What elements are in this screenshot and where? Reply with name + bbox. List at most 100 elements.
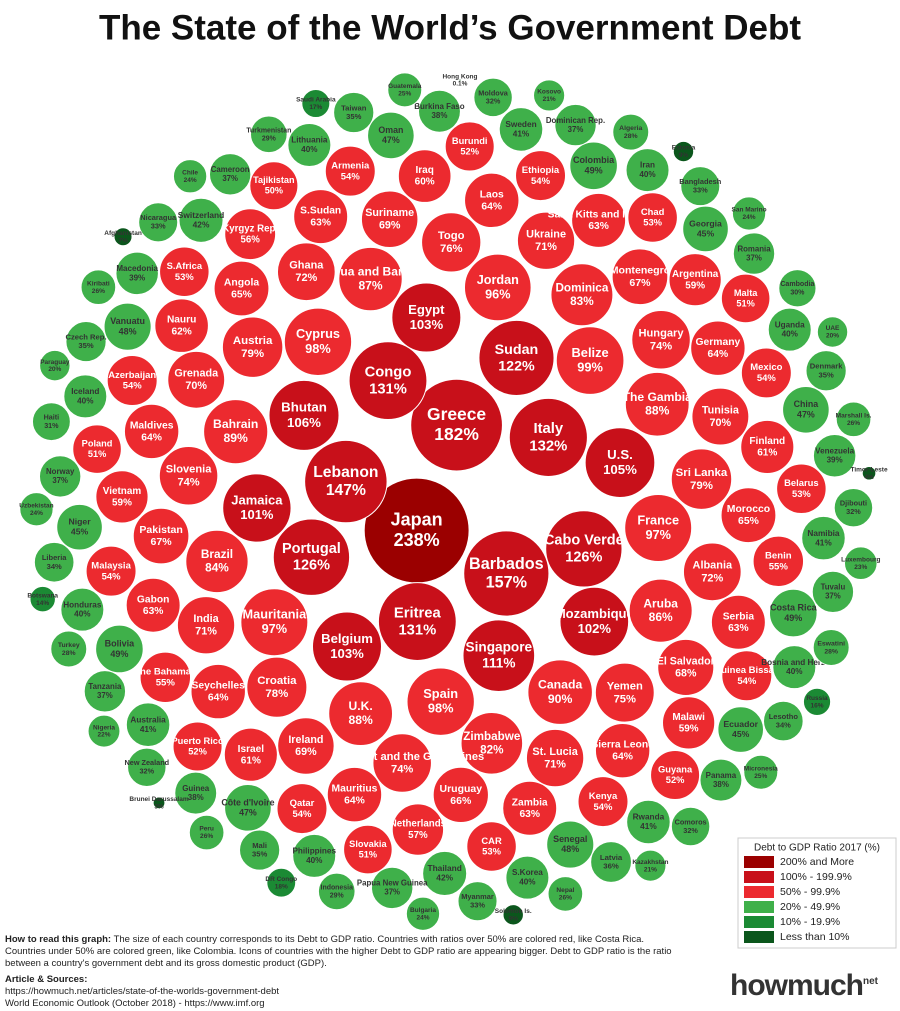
country-name: Switzerland [178,210,224,220]
country-value: 20% [826,333,839,340]
country-shape [377,582,457,661]
country-name: Pakistan [139,524,182,536]
country-name: Antigua and Barbuda [310,265,432,279]
country-value: 41% [815,538,832,547]
country-shape [113,227,133,247]
country-name: Bosnia and Herz. [761,658,827,667]
country-value: 64% [344,796,365,807]
country-value: 71% [544,758,566,770]
country-shape [326,766,383,823]
country-shape [569,141,618,191]
country-value: 52% [188,747,207,757]
country-value: 51% [359,850,377,860]
country-value: 37% [52,476,68,485]
country-value: 9% [679,152,689,159]
country-value: 52% [460,146,479,156]
country-name: Guyana [658,764,693,774]
country-name: Japan [391,509,443,529]
country-shape [776,463,827,515]
country-shape [65,320,107,363]
country-shape [740,347,792,399]
country-value: 26% [847,420,860,427]
country-name: Niger [68,517,91,527]
country-name: DR Congo [265,876,297,883]
country-shape [152,796,166,810]
country-value: 74% [391,764,413,776]
country-value: 71% [195,626,217,638]
legend-label: 100% - 199.9% [780,871,852,883]
country-name: Gabon [137,594,169,605]
country-value: 0.1% [453,81,468,88]
country-value: 25% [754,773,767,780]
country-shape [172,721,223,772]
country-shape [457,881,498,922]
country-shape [717,706,765,753]
country-shape [555,326,625,395]
country-name: Bangladesh [679,177,721,186]
country-shape [626,799,671,845]
country-shape [657,638,715,696]
legend-label: 10% - 19.9% [780,916,840,928]
country-name: Kazakhstan [632,859,668,866]
country-value: 3% [154,803,164,810]
country-name: Puerto Rico [171,736,223,746]
country-value: 103% [410,317,444,332]
country-shape [95,470,149,524]
country-value: 35% [818,370,833,379]
country-shape [812,433,857,478]
country-shape [222,473,292,543]
country-name: Kosovo [537,89,561,96]
country-shape [138,202,179,243]
country-name: Nicaragua [140,213,177,222]
country-value: 37% [746,253,762,262]
country-value: 41% [640,822,657,831]
country-shape [432,766,489,824]
country-value: 48% [561,844,579,854]
country-name: Armenia [331,160,370,171]
country-name: Costa Rica [770,603,818,613]
country-name: Australia [130,715,166,724]
country-shape [782,385,830,434]
country-value: 54% [102,571,122,582]
country-name: Belize [572,345,609,360]
country-value: 67% [629,277,651,289]
country-shape [333,91,375,134]
country-shape [292,833,337,878]
country-value: 59% [685,280,705,291]
country-shape [527,659,593,725]
country-shape [139,651,192,704]
country-shape [50,630,88,668]
country-name: Serbia [723,611,755,622]
country-shape [39,349,71,382]
country-value: 49% [585,166,603,176]
country-name: Sudan [495,342,539,358]
country-shape [246,656,308,718]
country-shape [801,515,846,561]
country-value: 72% [701,572,723,584]
country-shape [546,820,595,869]
country-value: 35% [346,112,361,121]
country-value: 76% [440,243,463,255]
how-to-label: How to read this graph: [5,934,112,945]
country-name: Kiribati [87,280,110,287]
country-value: 40% [306,856,323,865]
country-shape [833,487,874,528]
country-value: 4% [864,474,874,481]
country-name: San Marino [732,207,767,214]
country-value: 31% [44,421,59,430]
country-name: Mauritania [243,607,308,622]
country-shape [95,624,144,674]
country-value: 97% [645,527,670,542]
country-value: 34% [47,562,62,571]
country-value: 40% [519,878,536,887]
country-shape [502,904,524,926]
logo-name: howmuch [730,969,864,1002]
country-shape [213,260,270,317]
country-name: Hungary [639,328,685,340]
country-value: 55% [769,562,789,573]
country-value: 86% [649,610,673,624]
country-value: 24% [416,914,429,921]
country-shape [843,546,878,581]
country-shape [743,754,779,790]
country-shape [324,145,376,197]
